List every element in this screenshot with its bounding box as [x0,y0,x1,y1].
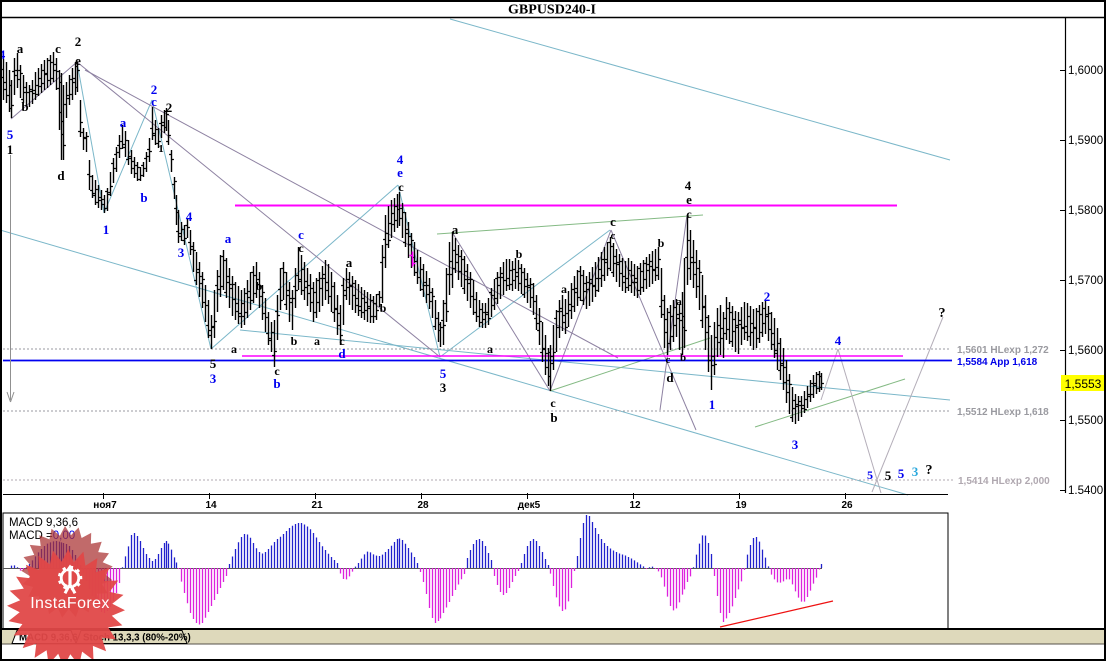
svg-text:c: c [339,334,345,348]
svg-text:GBPUSD240-I: GBPUSD240-I [508,3,596,18]
svg-text:1,5700: 1,5700 [1068,275,1103,287]
svg-text:2: 2 [151,82,158,97]
svg-text:b: b [256,279,263,293]
svg-text:5: 5 [898,466,905,481]
svg-text:3: 3 [912,464,919,479]
svg-text:5: 5 [7,127,14,142]
svg-text:12: 12 [629,500,641,511]
svg-text:e: e [75,53,81,68]
svg-text:c: c [666,354,671,366]
svg-text:14: 14 [205,500,217,511]
svg-text:a: a [231,342,237,356]
svg-text:1,5553: 1,5553 [1065,377,1102,391]
svg-text:c: c [298,241,304,255]
svg-text:1,5800: 1,5800 [1068,205,1103,217]
svg-text:5: 5 [885,468,892,483]
svg-text:1: 1 [103,222,110,237]
svg-text:a: a [561,282,567,296]
svg-text:4: 4 [186,209,193,224]
svg-text:a: a [452,222,459,237]
svg-text:b: b [273,376,280,391]
svg-text:e: e [397,165,403,180]
svg-text:1,5414 HLexp 2,000: 1,5414 HLexp 2,000 [958,476,1050,487]
svg-text:?: ? [939,306,946,321]
svg-text:a: a [676,296,682,308]
svg-text:d: d [57,168,65,183]
svg-text:дек5: дек5 [518,500,541,511]
svg-text:4: 4 [0,47,6,62]
svg-text:4: 4 [685,178,692,193]
svg-text:2: 2 [75,34,82,49]
svg-text:3: 3 [178,245,185,260]
svg-text:b: b [380,301,387,315]
svg-text:b: b [516,247,523,261]
svg-text:c: c [610,214,616,229]
svg-text:19: 19 [735,500,747,511]
svg-text:c: c [550,396,556,410]
svg-text:a: a [314,334,320,348]
svg-text:c: c [298,227,304,242]
svg-text:a: a [487,342,493,356]
svg-text:2: 2 [166,100,173,115]
svg-text:c: c [55,41,61,56]
svg-text:3: 3 [440,380,447,395]
svg-text:a: a [225,231,232,246]
svg-text:1,5500: 1,5500 [1068,415,1103,427]
svg-text:MACD 9,36,6: MACD 9,36,6 [9,517,78,529]
svg-text:5: 5 [210,356,217,371]
svg-text:1.5400: 1.5400 [1068,485,1103,497]
svg-text:b: b [550,410,557,425]
svg-text:b: b [21,99,28,114]
svg-text:1: 1 [709,397,716,412]
svg-text:28: 28 [417,500,429,511]
svg-text:d: d [666,370,674,385]
svg-text:5: 5 [440,366,447,381]
svg-text:b: b [291,334,298,348]
svg-text:e: e [686,192,692,207]
svg-text:Stoch 13,3,3 (80%-20%): Stoch 13,3,3 (80%-20%) [83,633,191,644]
svg-text:c: c [686,207,692,221]
svg-text:3: 3 [210,371,217,386]
svg-text:1,6000: 1,6000 [1068,65,1103,77]
svg-text:4: 4 [835,333,842,348]
svg-text:ноя7: ноя7 [93,500,117,511]
svg-text:a: a [17,41,24,56]
svg-text:21: 21 [311,500,323,511]
svg-text:5: 5 [867,468,873,482]
svg-text:b: b [140,190,147,205]
svg-text:1,5900: 1,5900 [1068,135,1103,147]
svg-text:InstaForex: InstaForex [30,595,110,612]
svg-text:c: c [151,94,157,109]
svg-text:1,5584 App 1,618: 1,5584 App 1,618 [957,357,1038,368]
svg-text:c: c [611,230,616,242]
svg-text:4: 4 [397,152,404,167]
svg-text:2: 2 [764,289,771,304]
svg-text:1,5600: 1,5600 [1068,345,1103,357]
svg-text:b: b [680,352,686,364]
svg-text:b: b [658,236,665,250]
svg-text:1: 1 [158,143,164,155]
svg-text:1,5601 HLexp 1,272: 1,5601 HLexp 1,272 [957,345,1049,356]
svg-text:c: c [398,180,404,194]
svg-text:26: 26 [841,500,853,511]
svg-text:1: 1 [7,142,14,157]
svg-text:d: d [338,346,346,361]
svg-text:1,5512 HLexp 1,618: 1,5512 HLexp 1,618 [957,407,1049,418]
svg-text:a: a [120,115,127,130]
svg-text:3: 3 [792,437,799,452]
svg-text:c: c [274,364,280,378]
svg-text:?: ? [926,463,933,478]
svg-text:a: a [346,255,353,270]
